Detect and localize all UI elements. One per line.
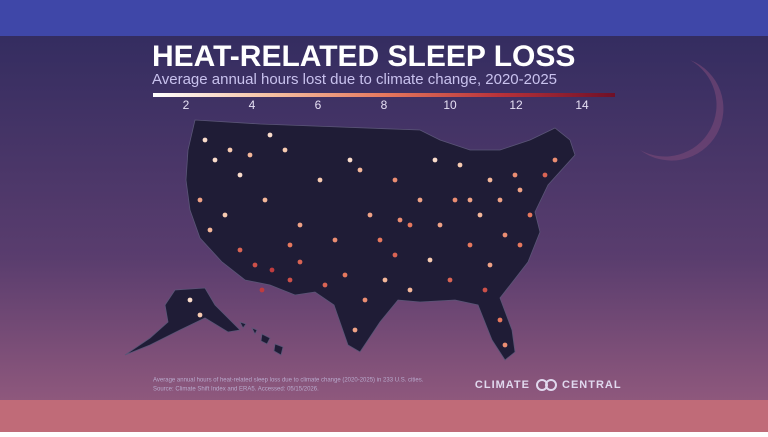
city-dot (417, 197, 423, 203)
bottom-band (0, 400, 768, 432)
city-dot (487, 262, 493, 268)
hawaii-map (239, 321, 284, 356)
logo-text: CLIMATE (475, 379, 530, 391)
city-dot (197, 197, 203, 203)
city-dot (502, 232, 508, 238)
city-dot (542, 172, 548, 178)
footnote: Average annual hours of heat-related sle… (153, 378, 424, 384)
logo-text: CENTRAL (562, 379, 622, 391)
scale-tick-label: 8 (381, 98, 388, 112)
city-dot (269, 267, 275, 273)
city-dot (357, 167, 363, 173)
city-dot (377, 237, 383, 243)
city-dot (247, 152, 253, 158)
color-scale (153, 93, 615, 97)
city-dot (447, 277, 453, 283)
city-dot (317, 177, 323, 183)
city-dot (207, 227, 213, 233)
scale-tick-label: 12 (509, 98, 523, 112)
city-dot (517, 187, 523, 193)
city-dot (477, 212, 483, 218)
city-dot (517, 242, 523, 248)
city-dot (452, 197, 458, 203)
footnote: Source: Climate Shift Index and ERA5. Ac… (153, 387, 319, 393)
city-dot (512, 172, 518, 178)
city-dot (197, 312, 203, 318)
city-dot (467, 197, 473, 203)
city-dot (382, 277, 388, 283)
scale-tick-label: 4 (249, 98, 256, 112)
city-dot (252, 262, 258, 268)
city-dot (362, 297, 368, 303)
city-dot (342, 272, 348, 278)
city-dot (259, 287, 265, 293)
city-dot (212, 157, 218, 163)
city-dot (497, 317, 503, 323)
city-dot (282, 147, 288, 153)
city-dot (237, 172, 243, 178)
scale-tick-label: 14 (575, 98, 589, 112)
city-dot (397, 217, 403, 223)
city-dot (297, 222, 303, 228)
top-band (0, 0, 768, 36)
city-dot (392, 177, 398, 183)
logo-icon (545, 379, 557, 391)
city-dot (407, 287, 413, 293)
city-dot (352, 327, 358, 333)
city-dot (527, 212, 533, 218)
city-dot (287, 242, 293, 248)
city-dot (227, 147, 233, 153)
city-dot (367, 212, 373, 218)
city-dot (297, 259, 303, 265)
city-dot (237, 247, 243, 253)
city-dot (262, 197, 268, 203)
city-dot (187, 297, 193, 303)
city-dot (322, 282, 328, 288)
city-dot (202, 137, 208, 143)
title: HEAT-RELATED SLEEP LOSS (152, 40, 575, 73)
city-dot (287, 277, 293, 283)
city-dot (432, 157, 438, 163)
city-dot (457, 162, 463, 168)
city-dot (407, 222, 413, 228)
city-dot (482, 287, 488, 293)
city-dot (437, 222, 443, 228)
city-dot (392, 252, 398, 258)
city-dot (427, 257, 433, 263)
city-dot (552, 157, 558, 163)
city-dot (502, 342, 508, 348)
city-dot (222, 212, 228, 218)
alaska-map (124, 287, 241, 356)
city-dot (467, 242, 473, 248)
city-dot (487, 177, 493, 183)
city-dot (267, 132, 273, 138)
scale-tick-label: 6 (315, 98, 322, 112)
scale-tick-label: 2 (183, 98, 190, 112)
subtitle: Average annual hours lost due to climate… (152, 71, 557, 88)
city-dot (347, 157, 353, 163)
scale-tick-label: 10 (443, 98, 457, 112)
city-dot (497, 197, 503, 203)
city-dot (332, 237, 338, 243)
